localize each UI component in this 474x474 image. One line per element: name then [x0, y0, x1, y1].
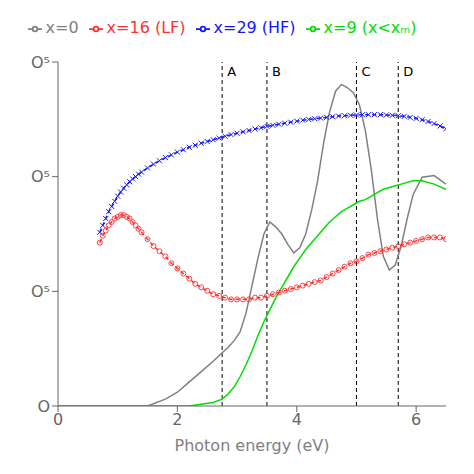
- svg-text:0: 0: [53, 410, 63, 429]
- svg-text:6: 6: [411, 410, 421, 429]
- svg-text:D: D: [403, 64, 413, 79]
- svg-text:O⁵: O⁵: [31, 53, 50, 72]
- svg-text:B: B: [272, 64, 281, 79]
- svg-text:O: O: [37, 397, 50, 416]
- svg-text:Photon energy (eV): Photon energy (eV): [175, 436, 330, 455]
- svg-text:O⁵: O⁵: [31, 282, 50, 301]
- svg-text:O⁵: O⁵: [31, 167, 50, 186]
- html-text:x=0: x=0: [45, 18, 79, 37]
- svg-text:2: 2: [172, 410, 182, 429]
- svg-text:A: A: [227, 64, 236, 79]
- html-text:x=16 (LF): x=16 (LF): [106, 18, 186, 37]
- html-text:x=29 (HF): x=29 (HF): [213, 18, 296, 37]
- html-text:x=9 (x<xₘ): x=9 (x<xₘ): [323, 18, 417, 37]
- svg-text:C: C: [361, 64, 370, 79]
- svg-text:4: 4: [292, 410, 302, 429]
